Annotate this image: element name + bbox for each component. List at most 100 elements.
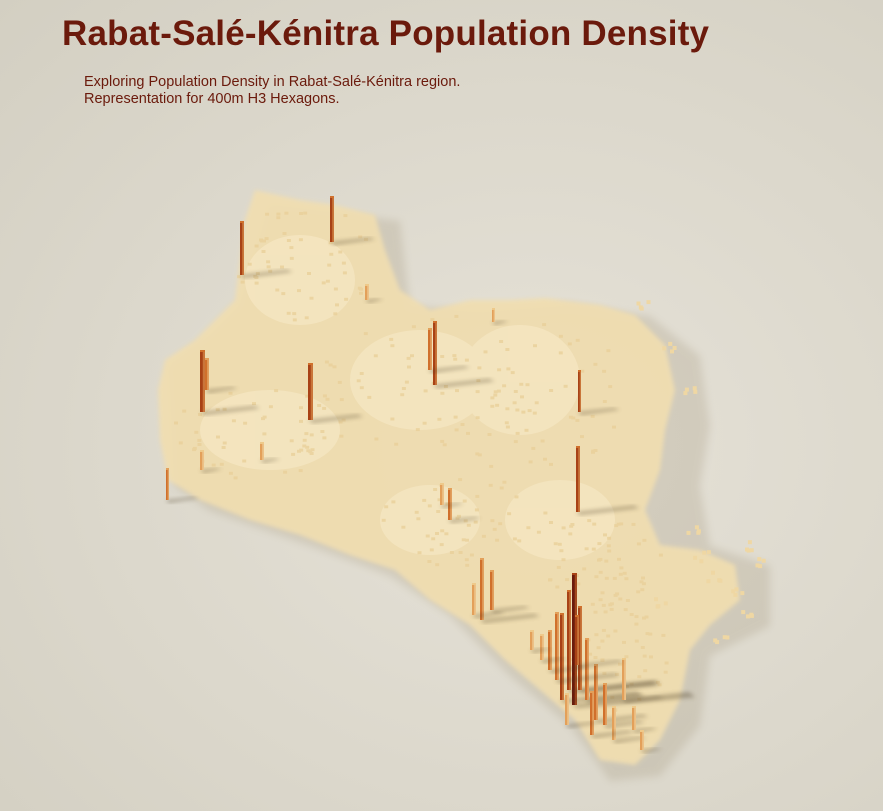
hex-cell <box>339 434 344 438</box>
hex-cell <box>307 272 311 275</box>
density-tower <box>330 198 334 242</box>
hex-cell <box>747 540 752 545</box>
tower-cap <box>260 442 264 444</box>
hex-cell <box>328 363 333 367</box>
hex-cell <box>725 635 730 640</box>
density-tower <box>576 448 580 512</box>
hex-cell <box>734 587 739 592</box>
tower-shadow <box>612 736 647 743</box>
density-tower <box>472 585 476 615</box>
hex-cell <box>624 655 629 659</box>
hex-cell <box>683 391 688 396</box>
hex-cell <box>324 360 329 364</box>
hex-cell <box>487 433 492 436</box>
hex-cell <box>649 655 653 659</box>
outlier-clusters <box>636 300 766 645</box>
hex-cell <box>221 446 226 449</box>
hex-cell <box>333 312 338 316</box>
hex-cell <box>663 670 668 674</box>
density-tower <box>555 614 559 680</box>
hex-cell <box>477 366 482 370</box>
hex-cell <box>359 287 364 291</box>
hex-cell <box>514 495 519 499</box>
tower-shadow <box>576 505 640 515</box>
hex-cell <box>490 519 495 523</box>
hex-cell <box>427 560 432 563</box>
hex-cell <box>289 256 294 260</box>
tower-highlight <box>578 448 580 512</box>
density-tower <box>433 323 437 385</box>
tower-cap <box>365 284 369 286</box>
hex-cell <box>510 371 515 375</box>
density-tower <box>622 660 626 700</box>
tower-shadow <box>548 666 589 673</box>
hex-cell <box>483 350 488 354</box>
hex-cell <box>711 570 715 575</box>
hex-cell <box>591 449 596 453</box>
hex-cell <box>466 431 470 435</box>
hex-cell <box>233 476 238 480</box>
hex-cell <box>565 578 570 582</box>
hex-cell <box>404 380 409 384</box>
hex-cell <box>216 435 220 439</box>
hex-cell <box>252 402 256 406</box>
hex-cell <box>593 449 598 452</box>
tower-shadow <box>260 458 281 463</box>
density-tower <box>200 452 204 470</box>
hex-cell <box>280 265 284 269</box>
hex-cell <box>636 301 641 306</box>
hex-cell <box>304 316 309 320</box>
hex-cell <box>341 261 346 265</box>
hex-cell <box>338 250 343 254</box>
tower-shadow <box>330 237 376 245</box>
hex-cell <box>641 576 645 580</box>
tower-highlight <box>592 693 594 735</box>
hex-cell <box>600 591 605 595</box>
tower-cap <box>632 706 636 708</box>
hex-cell <box>463 519 468 523</box>
hex-cell <box>634 615 639 619</box>
hex-cell <box>548 578 552 582</box>
hex-cell <box>401 525 406 529</box>
tower-highlight <box>587 640 589 700</box>
hex-cell <box>341 418 346 422</box>
hex-cell <box>531 446 536 450</box>
hex-cell <box>555 585 560 589</box>
hex-cell <box>625 599 630 602</box>
hex-cell <box>588 652 593 656</box>
hex-cell <box>415 428 420 432</box>
hex-cell <box>616 522 621 526</box>
subtitle-line-1: Exploring Population Density in Rabat-Sa… <box>84 74 461 90</box>
hex-cell <box>559 549 564 553</box>
density-tower <box>540 636 544 660</box>
hex-cell <box>333 287 338 291</box>
hex-cell <box>619 566 624 570</box>
density-tower <box>200 352 205 412</box>
hex-cell <box>746 614 750 619</box>
hex-cell <box>496 389 501 393</box>
tower-highlight <box>634 708 636 730</box>
hex-cell <box>322 436 327 440</box>
hex-cell <box>624 577 629 581</box>
hex-cell <box>381 518 386 522</box>
hex-cell <box>684 387 689 392</box>
hex-cell <box>498 522 503 526</box>
hex-cell <box>240 280 245 284</box>
hex-cell <box>237 275 242 279</box>
hex-cell <box>197 438 202 442</box>
hex-cell <box>435 563 440 567</box>
hex-cell <box>612 576 617 580</box>
hex-cell <box>440 529 445 533</box>
tower-cap <box>166 468 169 470</box>
hex-cell <box>525 383 530 387</box>
hex-cell <box>606 349 611 353</box>
hex-cell <box>228 391 233 395</box>
hex-cell <box>594 633 599 637</box>
tower-highlight <box>442 485 444 505</box>
tower-highlight <box>577 617 579 665</box>
hex-cell <box>614 524 619 528</box>
hex-cell <box>429 548 434 552</box>
hex-cell <box>642 654 647 658</box>
hex-cell <box>740 591 745 596</box>
hex-cell <box>569 524 574 528</box>
